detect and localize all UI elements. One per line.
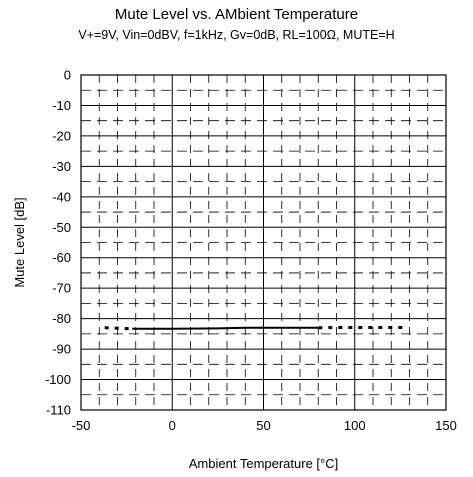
y-tick-label: -90 xyxy=(52,342,71,357)
x-tick-label: 100 xyxy=(344,418,366,433)
y-tick-label: -80 xyxy=(52,311,71,326)
y-tick-label: -110 xyxy=(46,403,71,418)
chart-subtitle: V+=9V, Vin=0dBV, f=1kHz, Gv=0dB, RL=100Ω… xyxy=(78,28,395,42)
plot-frame xyxy=(80,74,447,411)
y-tick-label: -70 xyxy=(52,281,71,296)
x-tick-label: -50 xyxy=(72,418,91,433)
y-tick-label: -40 xyxy=(52,189,71,204)
x-tick-label: 0 xyxy=(169,418,176,433)
y-tick-label: -30 xyxy=(52,159,71,174)
series-line xyxy=(104,326,133,331)
series-line xyxy=(132,326,319,330)
chart-title: Mute Level vs. AMbient Temperature xyxy=(114,6,359,23)
x-tick-label: 50 xyxy=(256,418,270,433)
y-tick-label: -10 xyxy=(52,98,71,113)
y-tick-label: -50 xyxy=(52,220,71,235)
y-tick-label: -60 xyxy=(52,250,71,265)
y-tick-label: 0 xyxy=(64,68,71,83)
y-axis-label: Mute Level [dB] xyxy=(12,197,27,287)
x-tick-label: 150 xyxy=(435,418,457,433)
y-tick-label: -100 xyxy=(45,372,71,387)
x-axis-label: Ambient Temperature [°C] xyxy=(189,456,338,471)
y-tick-label: -20 xyxy=(52,128,71,143)
